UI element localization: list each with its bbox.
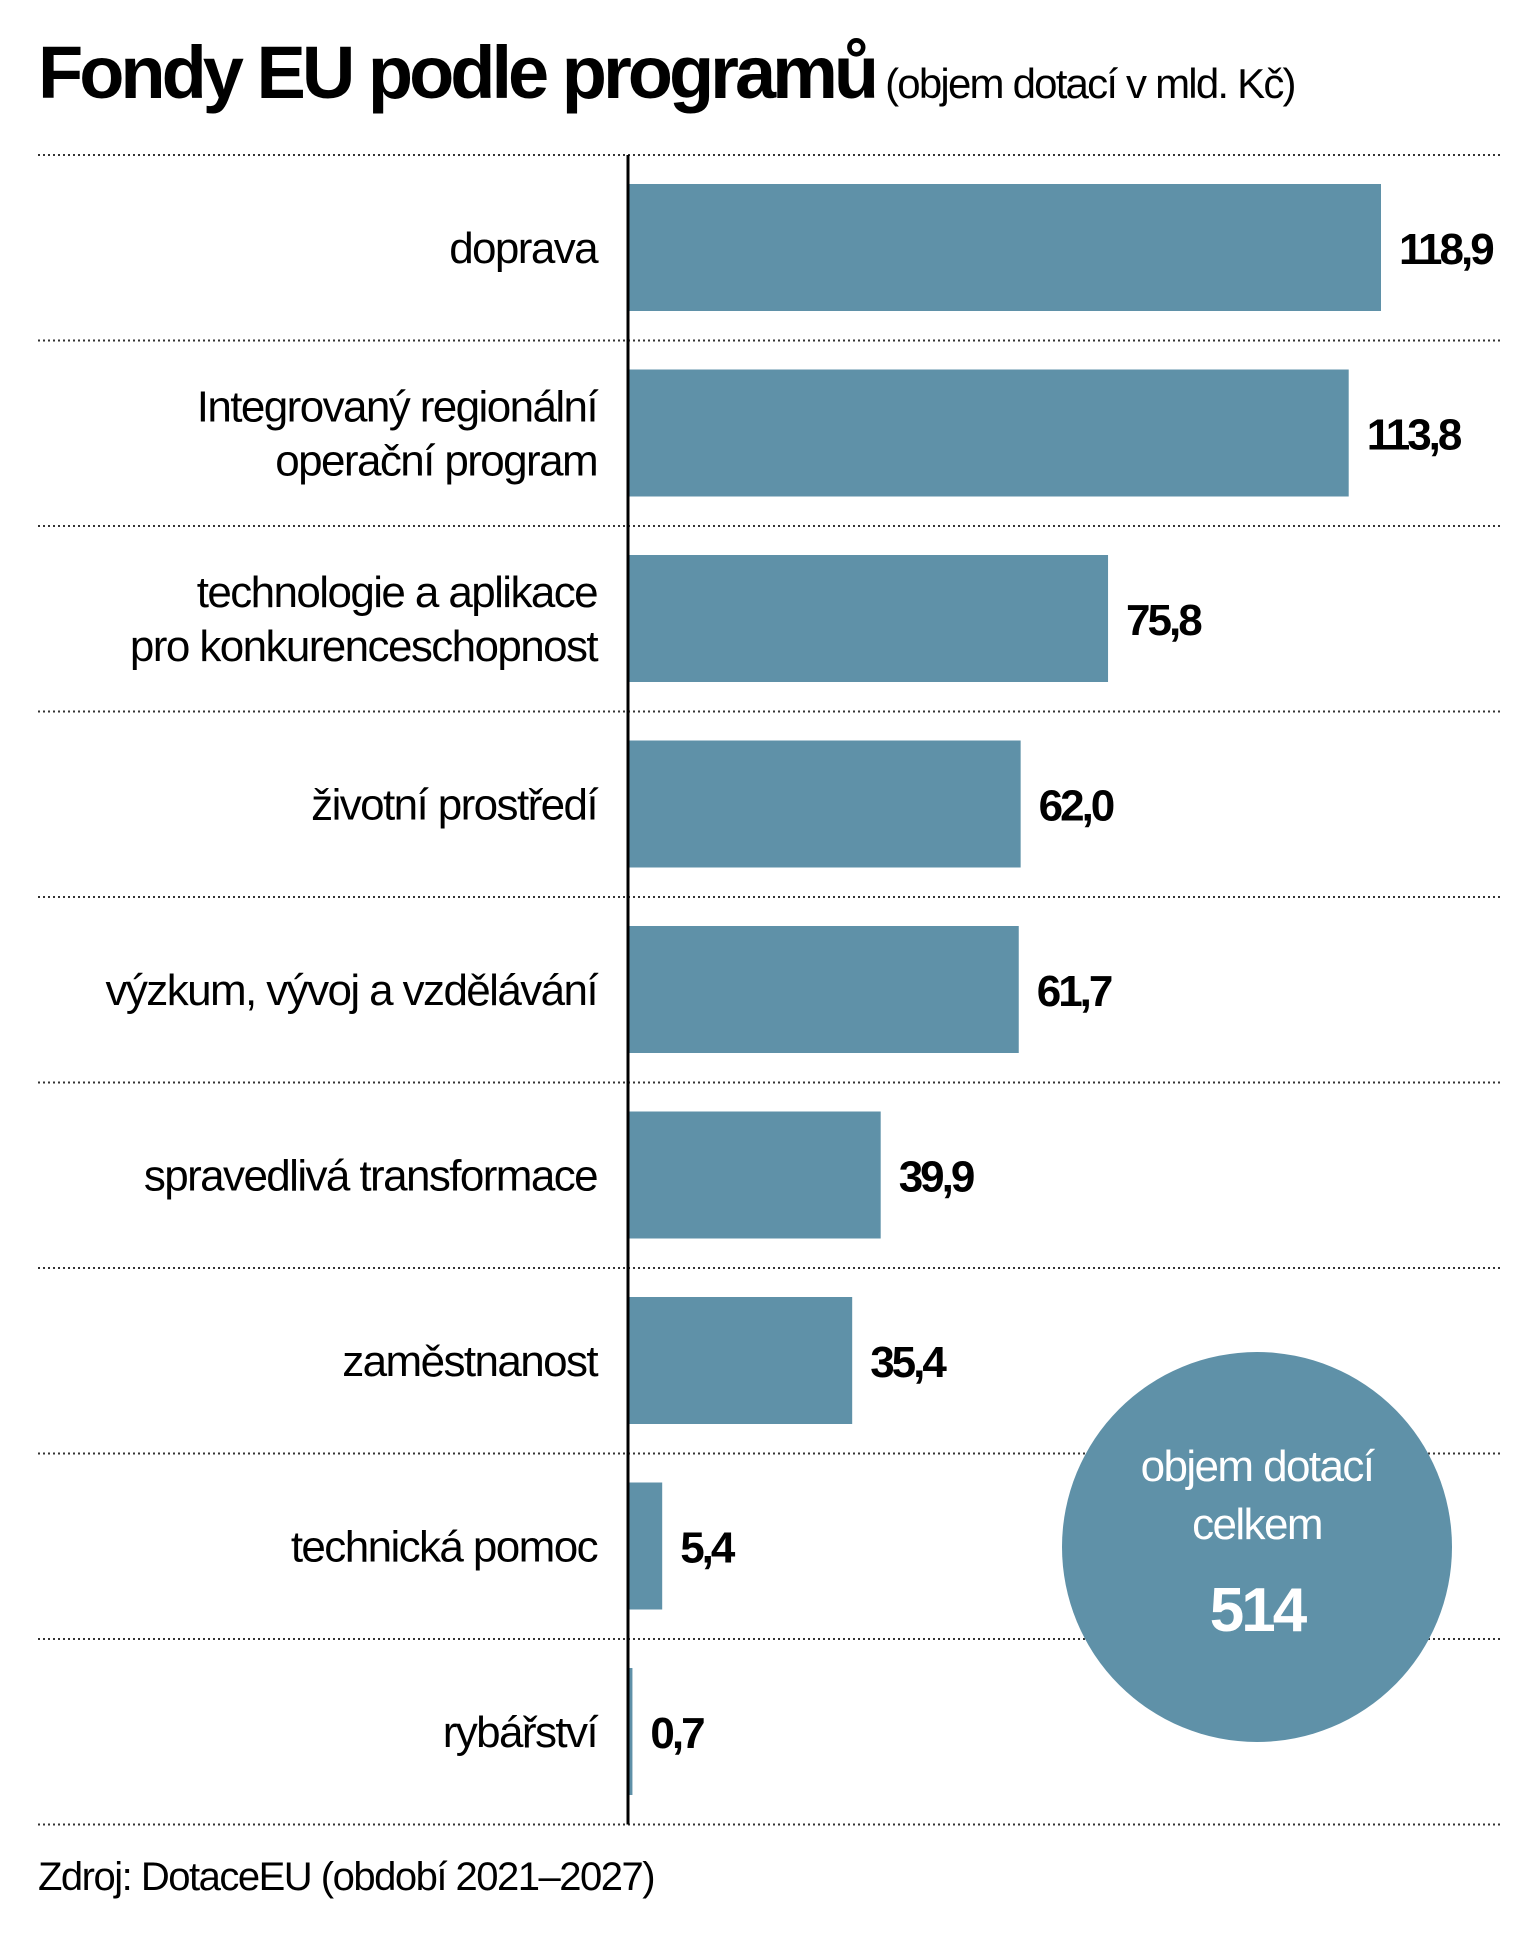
total-label: objem dotací [1141, 1442, 1376, 1491]
value-label: 39,9 [899, 1152, 974, 1201]
bar [628, 1482, 663, 1610]
category-label: technologie a aplikace [197, 568, 597, 617]
category-label: výzkum, vývoj a vzdělávání [106, 966, 600, 1015]
value-label: 75,8 [1126, 596, 1202, 645]
bar [628, 369, 1349, 497]
value-label: 35,4 [870, 1338, 947, 1387]
category-label: doprava [449, 224, 599, 273]
category-label: technická pomoc [291, 1522, 598, 1571]
bar [628, 926, 1019, 1053]
chart-subtitle: (objem dotací v mld. Kč) [885, 60, 1296, 107]
chart-title-block: Fondy EU podle programů (objem dotací v m… [38, 30, 1297, 115]
category-label: životní prostředí [311, 780, 599, 829]
value-label: 62,0 [1039, 781, 1114, 830]
value-label: 61,7 [1037, 967, 1112, 1016]
total-value: 514 [1210, 1576, 1308, 1645]
bar [628, 1668, 633, 1795]
bar [628, 184, 1381, 311]
bar [628, 555, 1109, 682]
source-note: Zdroj: DotaceEU (období 2021–2027) [38, 1855, 656, 1899]
value-label: 5,4 [680, 1523, 736, 1572]
value-label: 0,7 [650, 1709, 704, 1758]
category-label: spravedlivá transformace [144, 1151, 597, 1200]
value-label: 113,8 [1367, 410, 1462, 459]
bar [628, 1111, 881, 1239]
category-label: Integrovaný regionální [197, 382, 600, 431]
category-label: operační program [275, 436, 597, 485]
category-label: rybářství [443, 1708, 600, 1757]
total-label: celkem [1192, 1500, 1322, 1549]
category-label: zaměstnanost [342, 1337, 598, 1386]
chart-title: Fondy EU podle programů [38, 31, 879, 114]
value-label: 118,9 [1399, 225, 1493, 274]
bar [628, 1297, 853, 1424]
bar [628, 740, 1021, 868]
category-label: pro konkurenceschopnost [130, 622, 598, 671]
total-circle [1062, 1352, 1452, 1742]
